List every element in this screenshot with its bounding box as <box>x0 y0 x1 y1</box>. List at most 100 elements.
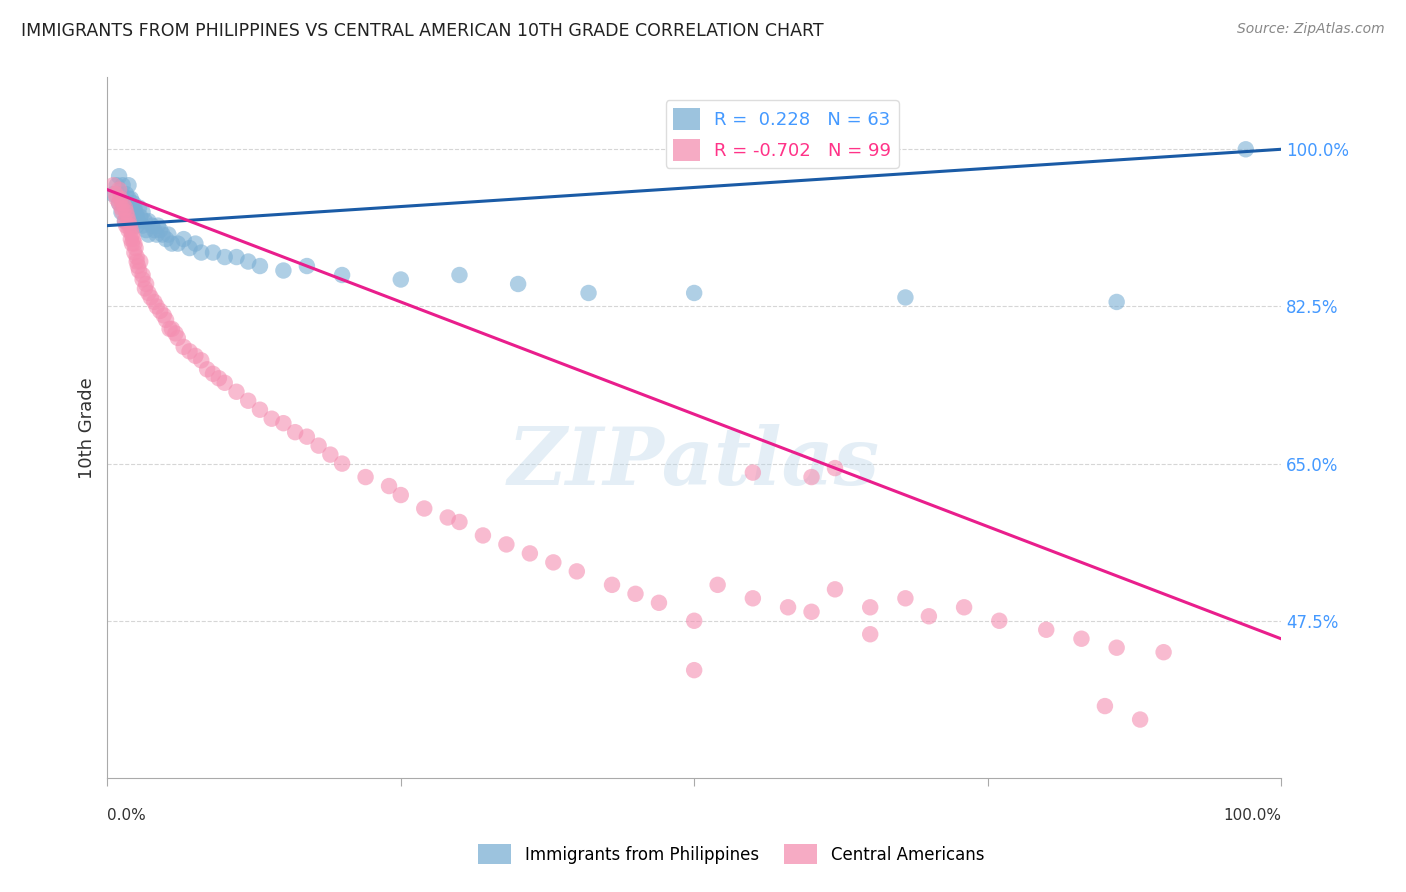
Point <box>308 439 330 453</box>
Point <box>859 627 882 641</box>
Point <box>143 295 166 310</box>
Point <box>894 290 917 304</box>
Point <box>114 196 136 211</box>
Point <box>143 223 166 237</box>
Text: 100.0%: 100.0% <box>1223 808 1281 823</box>
Point <box>449 268 471 282</box>
Point <box>1153 645 1175 659</box>
Point <box>128 201 150 215</box>
Point <box>918 609 941 624</box>
Point <box>117 192 139 206</box>
Point <box>249 402 271 417</box>
Point <box>436 510 458 524</box>
Point <box>800 605 823 619</box>
Point <box>114 201 136 215</box>
Point <box>159 322 181 336</box>
Point <box>120 232 142 246</box>
Point <box>600 578 623 592</box>
Point <box>859 600 882 615</box>
Point <box>131 272 153 286</box>
Point <box>1035 623 1057 637</box>
Point <box>118 219 141 233</box>
Point <box>125 210 148 224</box>
Point <box>741 466 763 480</box>
Point <box>115 187 138 202</box>
Point <box>1105 295 1128 310</box>
Point <box>129 254 152 268</box>
Point <box>824 582 846 597</box>
Point <box>160 236 183 251</box>
Point <box>208 371 231 385</box>
Point <box>988 614 1011 628</box>
Point <box>124 245 146 260</box>
Point <box>129 210 152 224</box>
Point <box>330 268 353 282</box>
Point <box>134 214 156 228</box>
Point <box>110 205 132 219</box>
Point <box>117 201 139 215</box>
Point <box>824 461 846 475</box>
Point <box>127 259 149 273</box>
Point <box>111 205 134 219</box>
Point <box>166 331 188 345</box>
Point <box>134 281 156 295</box>
Point <box>117 223 139 237</box>
Point <box>214 250 236 264</box>
Point <box>138 214 160 228</box>
Point <box>131 268 153 282</box>
Point <box>131 205 153 219</box>
Text: ZIPatlas: ZIPatlas <box>508 424 880 501</box>
Point <box>125 219 148 233</box>
Text: Source: ZipAtlas.com: Source: ZipAtlas.com <box>1237 22 1385 37</box>
Point <box>105 178 128 193</box>
Point <box>110 187 132 202</box>
Point <box>319 448 342 462</box>
Point <box>135 223 157 237</box>
Point <box>166 236 188 251</box>
Point <box>173 232 195 246</box>
Point <box>118 205 141 219</box>
Point <box>124 205 146 219</box>
Point <box>165 326 187 341</box>
Text: 0.0%: 0.0% <box>107 808 146 823</box>
Point <box>138 227 160 242</box>
Point <box>238 393 260 408</box>
Point <box>273 416 295 430</box>
Point <box>214 376 236 390</box>
Point <box>141 219 163 233</box>
Point <box>894 591 917 606</box>
Point <box>124 241 146 255</box>
Point <box>179 241 201 255</box>
Point <box>953 600 976 615</box>
Point <box>238 254 260 268</box>
Point <box>125 254 148 268</box>
Point <box>121 201 143 215</box>
Point <box>108 183 131 197</box>
Legend: R =  0.228   N = 63, R = -0.702   N = 99: R = 0.228 N = 63, R = -0.702 N = 99 <box>665 101 898 168</box>
Point <box>145 227 167 242</box>
Point <box>110 192 132 206</box>
Point <box>124 201 146 215</box>
Point <box>115 219 138 233</box>
Point <box>111 178 134 193</box>
Point <box>120 210 142 224</box>
Point <box>103 187 125 202</box>
Point <box>184 349 207 363</box>
Point <box>122 232 145 246</box>
Point <box>201 367 224 381</box>
Point <box>330 457 353 471</box>
Point <box>139 290 162 304</box>
Text: IMMIGRANTS FROM PHILIPPINES VS CENTRAL AMERICAN 10TH GRADE CORRELATION CHART: IMMIGRANTS FROM PHILIPPINES VS CENTRAL A… <box>21 22 824 40</box>
Point <box>145 300 167 314</box>
Point <box>471 528 494 542</box>
Point <box>122 196 145 211</box>
Point <box>155 232 177 246</box>
Point <box>519 546 541 560</box>
Point <box>495 537 517 551</box>
Point <box>378 479 401 493</box>
Point <box>103 178 125 193</box>
Point <box>273 263 295 277</box>
Point <box>114 214 136 228</box>
Point <box>624 587 647 601</box>
Point <box>648 596 671 610</box>
